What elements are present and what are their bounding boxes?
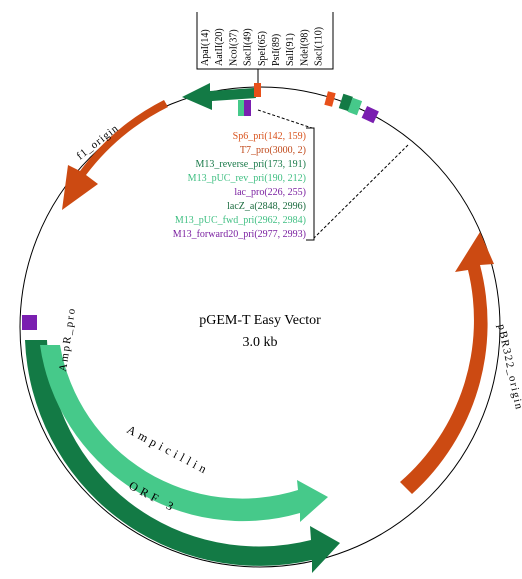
primer-legend-item: lac_pro(226, 255) bbox=[234, 187, 306, 198]
restriction-site-label: AatII(20) bbox=[214, 28, 225, 66]
m13-fwd20-marker bbox=[361, 106, 379, 124]
restriction-site-label: ApaI(14) bbox=[200, 29, 211, 66]
lacz-marker bbox=[338, 93, 353, 112]
restriction-site-label: SacII(49) bbox=[243, 28, 254, 66]
primer-legend-item: M13_pUC_rev_pri(190, 212) bbox=[188, 173, 306, 184]
legend-leader-bottom bbox=[313, 144, 409, 239]
lacz-arrow bbox=[182, 83, 256, 110]
legend-bracket bbox=[306, 127, 315, 241]
restriction-site-label: PstI(89) bbox=[271, 34, 282, 66]
restriction-site-label: SacI(110) bbox=[314, 27, 325, 66]
restriction-site-bracket bbox=[196, 12, 334, 70]
plasmid-title: pGEM-T Easy Vector bbox=[199, 313, 321, 328]
restriction-site-list: ApaI(14) AatII(20) NcoI(37) SacII(49) SpeI(6… bbox=[200, 27, 325, 66]
ampicillin-arrow bbox=[40, 345, 328, 522]
sp6-marker bbox=[254, 83, 261, 97]
ampr-pro-label: AmpR_pro bbox=[57, 306, 78, 373]
f1-origin-arrow bbox=[62, 100, 168, 210]
primer-legend-item: lacZ_a(2848, 2996) bbox=[227, 201, 306, 212]
primer-legend-item: M13_forward20_pri(2977, 2993) bbox=[173, 229, 306, 240]
restriction-site-label: NcoI(37) bbox=[228, 29, 239, 66]
pbr322-origin-arrow bbox=[400, 232, 494, 494]
primer-legend-item: T7_pro(3000, 2) bbox=[240, 145, 306, 156]
t7-marker bbox=[324, 91, 336, 107]
pbr322-origin-label: pBR322_origin bbox=[495, 323, 522, 412]
restriction-site-label: SpeI(65) bbox=[257, 31, 268, 66]
m13-pucrev-marker bbox=[238, 100, 245, 116]
restriction-site-label: SalI(91) bbox=[285, 33, 296, 66]
lac-pro-marker bbox=[244, 100, 251, 116]
primer-legend-item: M13_pUC_fwd_pri(2962, 2984) bbox=[175, 215, 306, 226]
legend-leader-top bbox=[257, 109, 313, 129]
ampr-pro-marker bbox=[22, 315, 37, 330]
primer-legend-item: Sp6_pri(142, 159) bbox=[233, 131, 306, 142]
primer-legend-item: M13_reverse_pri(173, 191) bbox=[195, 159, 306, 170]
orf3-arrow bbox=[25, 340, 340, 573]
primer-legend: Sp6_pri(142, 159) T7_pro(3000, 2) M13_reve… bbox=[173, 131, 306, 240]
plasmid-size: 3.0 kb bbox=[243, 335, 278, 350]
m13-pucfwd-marker bbox=[347, 97, 363, 116]
restriction-site-label: NdeI(98) bbox=[299, 29, 310, 66]
